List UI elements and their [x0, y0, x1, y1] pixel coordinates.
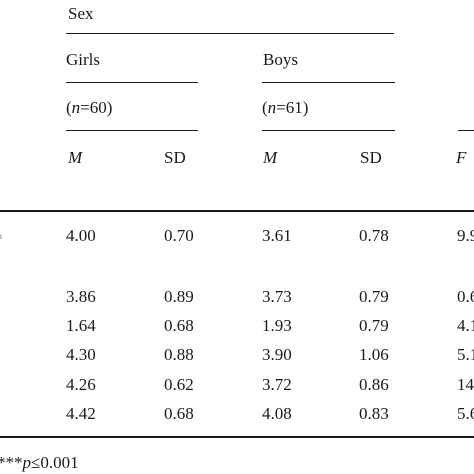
table-cell: 1.64	[66, 316, 96, 335]
table-cell: 0.88	[164, 345, 194, 364]
table-cell: 4.08	[262, 404, 292, 423]
girls-m-header: M	[68, 148, 83, 167]
table-footnote: ***p≤0.001	[0, 453, 79, 472]
girls-label-rule	[66, 82, 198, 83]
girls-sd-header: SD	[164, 148, 186, 167]
girls-n: (n=60)	[66, 98, 113, 117]
row-label-fragment: a	[0, 226, 2, 246]
table-cell: 0.68	[164, 316, 194, 335]
boys-m-header: M	[263, 148, 278, 167]
f-header: F	[456, 148, 467, 167]
table-cell: 0.62	[164, 375, 194, 394]
girls-header: Girls	[66, 50, 100, 69]
sex-spanner-rule	[66, 33, 394, 34]
table-cell: 1.06	[359, 345, 389, 364]
f-header-rule	[458, 130, 474, 131]
table-cell: 4.1	[457, 316, 474, 335]
table-cell: 0.79	[359, 316, 389, 335]
table-cell: 4.42	[66, 404, 96, 423]
table-cell: 0.78	[359, 226, 389, 245]
table-cell: 0.6	[457, 287, 474, 306]
table-cell: 5.6	[457, 404, 474, 423]
table-cell: 0.86	[359, 375, 389, 394]
table-cell: 3.86	[66, 287, 96, 306]
table-cell: 0.79	[359, 287, 389, 306]
table-cell: 1.93	[262, 316, 292, 335]
boys-n: (n=61)	[262, 98, 309, 117]
table-cell: 4.30	[66, 345, 96, 364]
sex-header: Sex	[68, 4, 94, 23]
table-cell: 0.68	[164, 404, 194, 423]
table-cell: 4.00	[66, 226, 96, 245]
table-cell: 3.73	[262, 287, 292, 306]
table-cell: 14	[457, 375, 474, 394]
boys-header: Boys	[263, 50, 298, 69]
table-cell: 0.83	[359, 404, 389, 423]
table-cell: 5.1	[457, 345, 474, 364]
table-bottom-rule	[0, 436, 474, 438]
table-cell: 0.89	[164, 287, 194, 306]
girls-n-rule	[66, 130, 198, 131]
table-cell: 3.61	[262, 226, 292, 245]
table-cell: 9.9	[457, 226, 474, 245]
table-cell: 0.70	[164, 226, 194, 245]
boys-n-rule	[262, 130, 395, 131]
table-cell: 3.90	[262, 345, 292, 364]
boys-sd-header: SD	[360, 148, 382, 167]
table-cell: 4.26	[66, 375, 96, 394]
boys-label-rule	[262, 82, 395, 83]
table-cell: 3.72	[262, 375, 292, 394]
header-bottom-rule	[0, 210, 474, 212]
